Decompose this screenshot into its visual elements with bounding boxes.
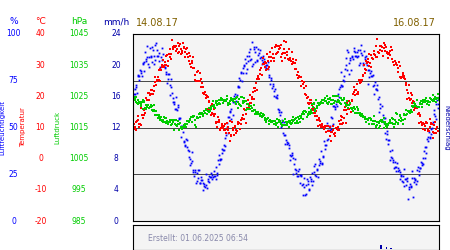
- Text: 100: 100: [6, 29, 21, 38]
- Text: 0: 0: [38, 154, 43, 163]
- Text: %: %: [9, 17, 18, 26]
- Text: Luftfeuchtigkeit: Luftfeuchtigkeit: [0, 100, 5, 155]
- Text: -20: -20: [34, 217, 47, 226]
- Text: 8: 8: [114, 154, 118, 163]
- Text: 14.08.17: 14.08.17: [136, 18, 179, 28]
- Text: 25: 25: [9, 170, 18, 179]
- Text: 20: 20: [111, 60, 121, 70]
- Text: 10: 10: [36, 123, 45, 132]
- Text: 0: 0: [114, 217, 118, 226]
- Text: 20: 20: [36, 92, 45, 101]
- Text: 4: 4: [114, 186, 118, 194]
- Text: 12: 12: [111, 123, 121, 132]
- Text: 1035: 1035: [69, 60, 89, 70]
- Text: mm/h: mm/h: [103, 17, 129, 26]
- Text: 995: 995: [72, 186, 86, 194]
- Text: Niederschlag: Niederschlag: [444, 105, 450, 150]
- Bar: [390, 248, 392, 249]
- Text: 1025: 1025: [69, 92, 88, 101]
- Text: 40: 40: [36, 29, 45, 38]
- Text: hPa: hPa: [71, 17, 87, 26]
- Text: 30: 30: [36, 60, 45, 70]
- Text: Temperatur: Temperatur: [20, 108, 27, 148]
- Bar: [386, 247, 387, 249]
- Text: 24: 24: [111, 29, 121, 38]
- Text: 50: 50: [9, 123, 18, 132]
- Text: 1045: 1045: [69, 29, 89, 38]
- Text: Erstellt: 01.06.2025 06:54: Erstellt: 01.06.2025 06:54: [148, 234, 248, 243]
- Text: 1005: 1005: [69, 154, 89, 163]
- Text: 985: 985: [72, 217, 86, 226]
- Text: 0: 0: [11, 217, 16, 226]
- Text: °C: °C: [35, 17, 46, 26]
- Bar: [380, 245, 382, 249]
- Text: 16.08.17: 16.08.17: [393, 18, 436, 28]
- Text: 16: 16: [111, 92, 121, 101]
- Text: Luftdruck: Luftdruck: [54, 111, 61, 144]
- Text: -10: -10: [34, 186, 47, 194]
- Text: 1015: 1015: [69, 123, 88, 132]
- Text: 75: 75: [9, 76, 18, 85]
